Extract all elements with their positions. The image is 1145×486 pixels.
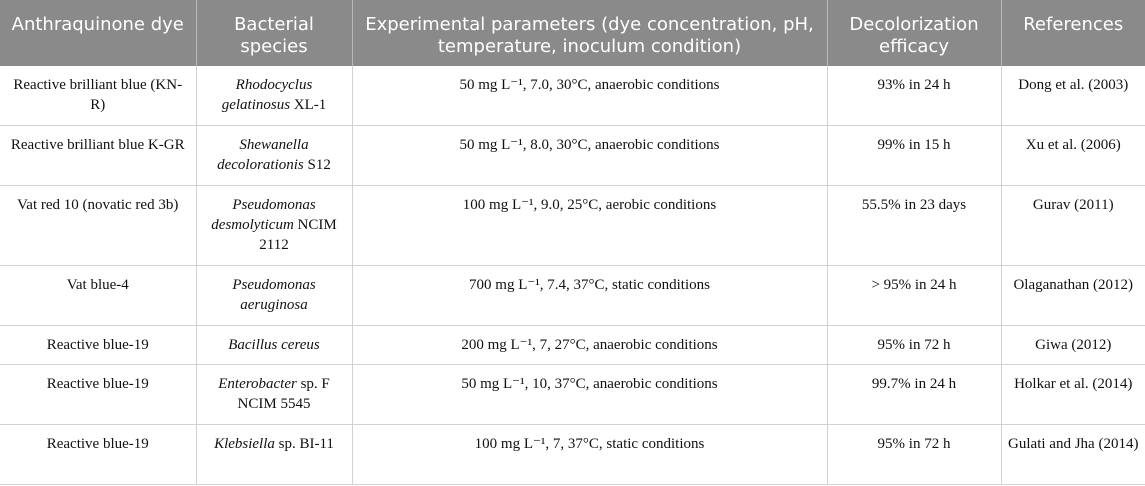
table-body: Reactive brilliant blue (KN-R) Rhodocycl…: [0, 66, 1145, 485]
header-dye: Anthraquinone dye: [0, 0, 196, 66]
table-row: Reactive brilliant blue (KN-R) Rhodocycl…: [0, 66, 1145, 126]
table-row: Vat blue-4 Pseudomonas aeruginosa 700 mg…: [0, 265, 1145, 326]
cell-parameters: 50 mg L⁻¹, 8.0, 30°C, anaerobic conditio…: [351, 125, 827, 186]
species-name: Enterobacter: [218, 376, 297, 392]
species-name: Bacillus cereus: [228, 337, 320, 353]
cell-efficacy: 99% in 15 h: [826, 125, 1001, 186]
cell-species: Pseudomonas aeruginosa: [195, 265, 352, 326]
cell-parameters: 50 mg L⁻¹, 10, 37°C, anaerobic condition…: [351, 364, 827, 425]
cell-dye: Vat blue-4: [0, 265, 196, 326]
table-row: Reactive blue-19 Klebsiella sp. BI-11 10…: [0, 424, 1145, 485]
header-references: References: [1000, 0, 1145, 66]
header-species: Bacterial species: [195, 0, 352, 66]
cell-reference: Holkar et al. (2014): [1000, 364, 1145, 425]
species-name: Pseudomonas aeruginosa: [232, 277, 316, 313]
header-row: Anthraquinone dye Bacterial species Expe…: [0, 0, 1145, 66]
species-name: Shewanella decolorationis: [217, 137, 309, 173]
species-strain: S12: [303, 157, 331, 173]
cell-dye: Reactive blue-19: [0, 424, 196, 485]
table-header: Anthraquinone dye Bacterial species Expe…: [0, 0, 1145, 66]
header-efficacy: Decolorization efficacy: [826, 0, 1001, 66]
cell-parameters: 100 mg L⁻¹, 7, 37°C, static conditions: [351, 424, 827, 485]
table-row: Vat red 10 (novatic red 3b) Pseudomonas …: [0, 185, 1145, 266]
table-row: Reactive brilliant blue K-GR Shewanella …: [0, 125, 1145, 186]
cell-dye: Vat red 10 (novatic red 3b): [0, 185, 196, 266]
cell-reference: Olaganathan (2012): [1000, 265, 1145, 326]
cell-reference: Gurav (2011): [1000, 185, 1145, 266]
species-strain: NCIM 2112: [259, 217, 337, 253]
cell-parameters: 700 mg L⁻¹, 7.4, 37°C, static conditions: [351, 265, 827, 326]
cell-dye: Reactive blue-19: [0, 325, 196, 365]
header-parameters: Experimental parameters (dye concentrati…: [351, 0, 827, 66]
cell-species: Rhodocyclus gelatinosus XL-1: [195, 66, 352, 126]
cell-efficacy: 93% in 24 h: [826, 66, 1001, 126]
cell-reference: Xu et al. (2006): [1000, 125, 1145, 186]
species-strain: sp. F NCIM 5545: [237, 376, 330, 412]
cell-species: Enterobacter sp. F NCIM 5545: [195, 364, 352, 425]
cell-efficacy: 95% in 72 h: [826, 325, 1001, 365]
cell-efficacy: 95% in 72 h: [826, 424, 1001, 485]
cell-species: Pseudomonas desmolyticum NCIM 2112: [195, 185, 352, 266]
cell-species: Shewanella decolorationis S12: [195, 125, 352, 186]
species-strain: sp. BI-11: [274, 436, 334, 452]
table-row: Reactive blue-19 Enterobacter sp. F NCIM…: [0, 364, 1145, 425]
cell-species: Bacillus cereus: [195, 325, 352, 365]
species-name: Pseudomonas desmolyticum: [211, 197, 316, 233]
species-name: Rhodocyclus gelatinosus: [221, 77, 313, 113]
cell-efficacy: > 95% in 24 h: [826, 265, 1001, 326]
species-name: Klebsiella: [214, 436, 275, 452]
cell-efficacy: 99.7% in 24 h: [826, 364, 1001, 425]
cell-dye: Reactive brilliant blue (KN-R): [0, 66, 196, 126]
cell-species: Klebsiella sp. BI-11: [195, 424, 352, 485]
cell-reference: Dong et al. (2003): [1000, 66, 1145, 126]
cell-parameters: 200 mg L⁻¹, 7, 27°C, anaerobic condition…: [351, 325, 827, 365]
cell-parameters: 50 mg L⁻¹, 7.0, 30°C, anaerobic conditio…: [351, 66, 827, 126]
cell-parameters: 100 mg L⁻¹, 9.0, 25°C, aerobic condition…: [351, 185, 827, 266]
cell-dye: Reactive brilliant blue K-GR: [0, 125, 196, 186]
species-strain: XL-1: [290, 97, 327, 113]
cell-reference: Gulati and Jha (2014): [1000, 424, 1145, 485]
table-row: Reactive blue-19 Bacillus cereus 200 mg …: [0, 325, 1145, 365]
cell-dye: Reactive blue-19: [0, 364, 196, 425]
cell-efficacy: 55.5% in 23 days: [826, 185, 1001, 266]
cell-reference: Giwa (2012): [1000, 325, 1145, 365]
